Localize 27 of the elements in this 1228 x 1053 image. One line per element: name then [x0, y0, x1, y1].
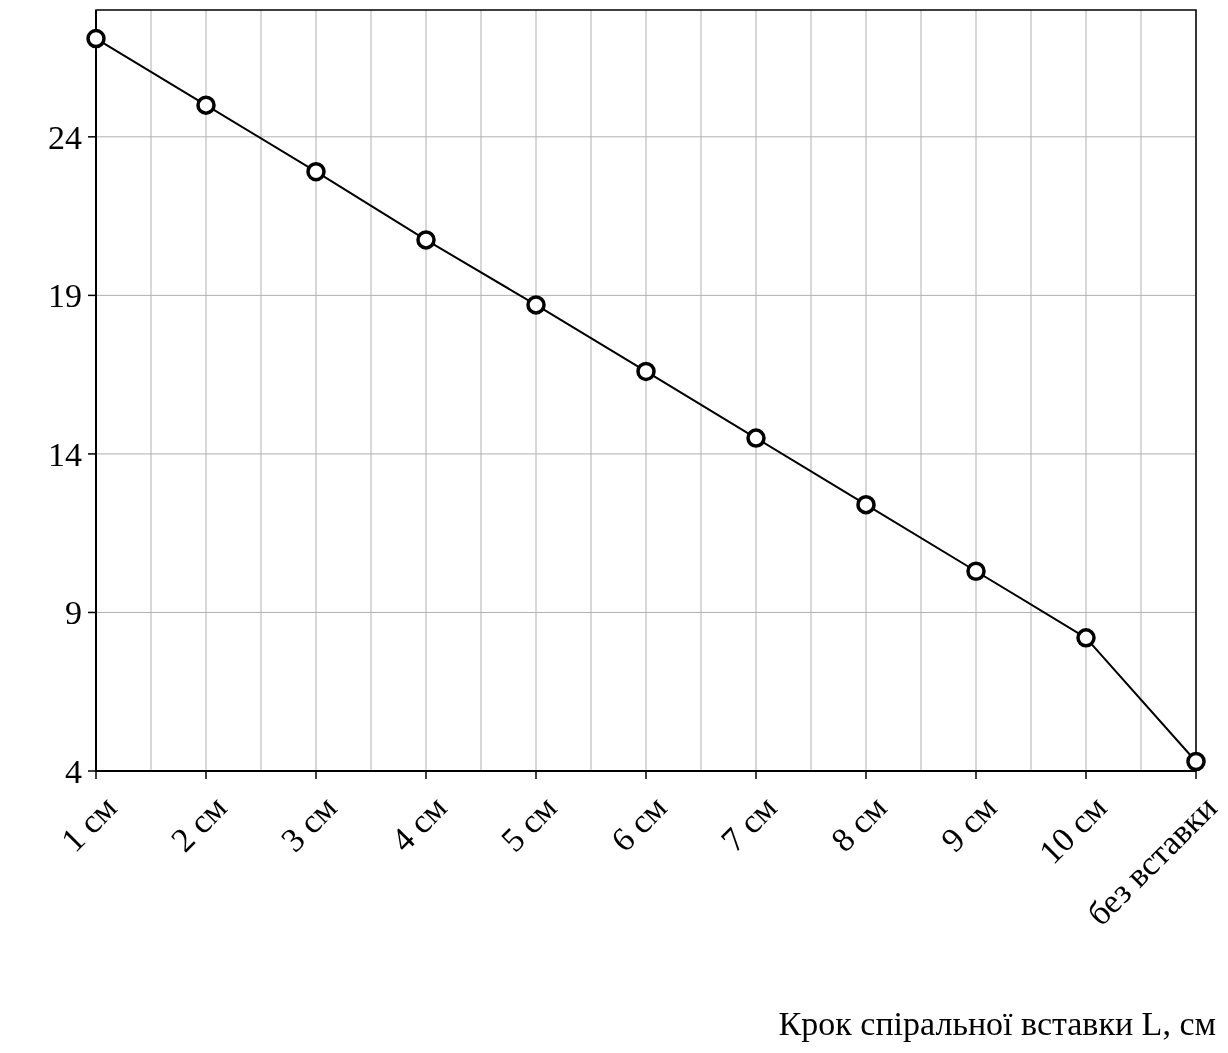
y-tick-label: 24: [48, 118, 82, 156]
point: [1186, 751, 1206, 772]
point: [86, 28, 106, 49]
point: [306, 161, 326, 182]
x-tick-label: 3 см: [273, 788, 344, 859]
point: [636, 361, 656, 382]
point: [746, 428, 766, 448]
y-tick-label: 4: [65, 752, 82, 790]
point: [196, 95, 216, 115]
x-tick-label: 2 см: [163, 788, 234, 859]
point: [416, 230, 436, 250]
x-tick-label: 1 см: [53, 788, 124, 859]
point: [526, 295, 546, 315]
x-tick-label: 9 см: [933, 788, 1004, 859]
y-tick-label: 9: [65, 594, 82, 632]
x-tick-label: 4 см: [383, 788, 454, 859]
x-tick-label: 7 см: [713, 788, 784, 859]
point: [966, 561, 986, 581]
x-tick-label: 10 см: [1031, 788, 1114, 871]
y-tick-label: 14: [48, 435, 82, 473]
x-tick-label: 5 см: [493, 788, 564, 859]
point: [1076, 628, 1096, 648]
x-tick-label: 6 см: [603, 788, 674, 859]
x-axis-title: Крок спіральної вставки L, см: [778, 1005, 1216, 1042]
y-tick-label: 19: [48, 277, 82, 315]
x-tick-label: 8 см: [823, 788, 894, 859]
point: [856, 494, 876, 515]
